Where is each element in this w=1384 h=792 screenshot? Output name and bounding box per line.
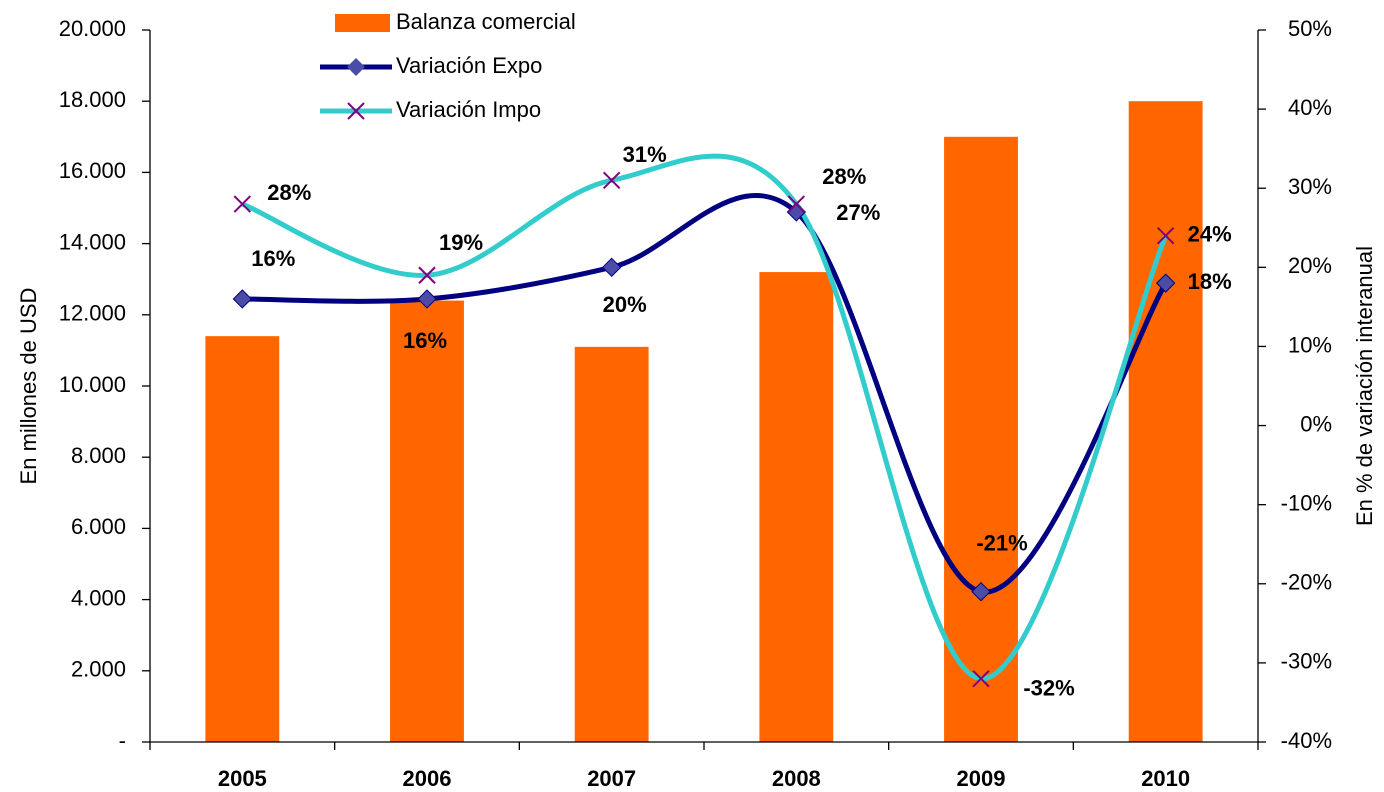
x-tick-label: 2005 bbox=[218, 766, 267, 791]
x-tick-label: 2010 bbox=[1141, 766, 1190, 791]
y2-tick-label: -10% bbox=[1281, 490, 1332, 515]
data-label: -21% bbox=[976, 531, 1027, 556]
marker bbox=[233, 195, 252, 213]
y-tick-label: 6.000 bbox=[71, 514, 126, 539]
y2-axis-title: En % de variación interanual bbox=[1352, 246, 1377, 526]
bar bbox=[574, 346, 649, 742]
data-label: 31% bbox=[623, 142, 667, 167]
data-label: 28% bbox=[822, 164, 866, 189]
bar bbox=[944, 136, 1018, 743]
legend-marker bbox=[347, 102, 365, 120]
y-tick-label: 18.000 bbox=[59, 87, 126, 112]
marker bbox=[232, 289, 253, 309]
legend-label: Variación Expo bbox=[396, 53, 542, 78]
data-label: 27% bbox=[836, 200, 880, 225]
bar bbox=[1128, 101, 1203, 742]
y-axis-title: En millones de USD bbox=[16, 288, 41, 485]
bar bbox=[390, 300, 464, 742]
y2-tick-label: 10% bbox=[1288, 332, 1332, 357]
y-tick-label: 8.000 bbox=[71, 443, 126, 468]
marker bbox=[1155, 273, 1176, 293]
y-tick-label: 14.000 bbox=[59, 229, 126, 254]
y2-tick-label: 40% bbox=[1288, 95, 1332, 120]
y2-tick-label: 50% bbox=[1288, 16, 1332, 41]
data-label: 24% bbox=[1188, 222, 1232, 247]
x-tick-label: 2008 bbox=[772, 766, 821, 791]
y-tick-label: 4.000 bbox=[71, 585, 126, 610]
marker bbox=[971, 581, 991, 602]
y2-tick-label: -40% bbox=[1281, 728, 1332, 753]
data-label: 28% bbox=[267, 180, 311, 205]
data-label: 20% bbox=[603, 292, 647, 317]
marker bbox=[601, 257, 622, 278]
y2-tick-label: -20% bbox=[1281, 570, 1332, 595]
marker bbox=[417, 289, 437, 309]
data-label: 16% bbox=[251, 246, 295, 271]
legend-label: Variación Impo bbox=[396, 97, 541, 122]
y-tick-label: 16.000 bbox=[59, 158, 126, 183]
marker bbox=[418, 266, 436, 284]
y-tick-label: 12.000 bbox=[59, 301, 126, 326]
marker bbox=[1156, 226, 1175, 245]
data-label: 19% bbox=[439, 230, 483, 255]
line bbox=[241, 153, 1168, 682]
y-tick-label: - bbox=[119, 728, 126, 753]
legend-swatch bbox=[335, 14, 390, 32]
data-label: 16% bbox=[403, 328, 447, 353]
data-label: -32% bbox=[1023, 676, 1074, 701]
y2-tick-label: 30% bbox=[1288, 174, 1332, 199]
y-tick-label: 2.000 bbox=[71, 657, 126, 682]
marker bbox=[602, 171, 621, 190]
bar bbox=[205, 336, 280, 742]
marker bbox=[787, 195, 806, 213]
marker bbox=[972, 670, 990, 688]
y-tick-label: 20.000 bbox=[59, 16, 126, 41]
legend-label: Balanza comercial bbox=[396, 9, 576, 34]
bar bbox=[759, 272, 834, 742]
y2-tick-label: 0% bbox=[1300, 411, 1332, 436]
x-tick-label: 2006 bbox=[403, 766, 452, 791]
data-label: 18% bbox=[1188, 269, 1232, 294]
y2-tick-label: -30% bbox=[1281, 649, 1332, 674]
legend-marker bbox=[347, 58, 365, 76]
x-tick-label: 2007 bbox=[587, 766, 636, 791]
x-tick-label: 2009 bbox=[957, 766, 1006, 791]
y-tick-label: 10.000 bbox=[59, 372, 126, 397]
y2-tick-label: 20% bbox=[1288, 253, 1332, 278]
